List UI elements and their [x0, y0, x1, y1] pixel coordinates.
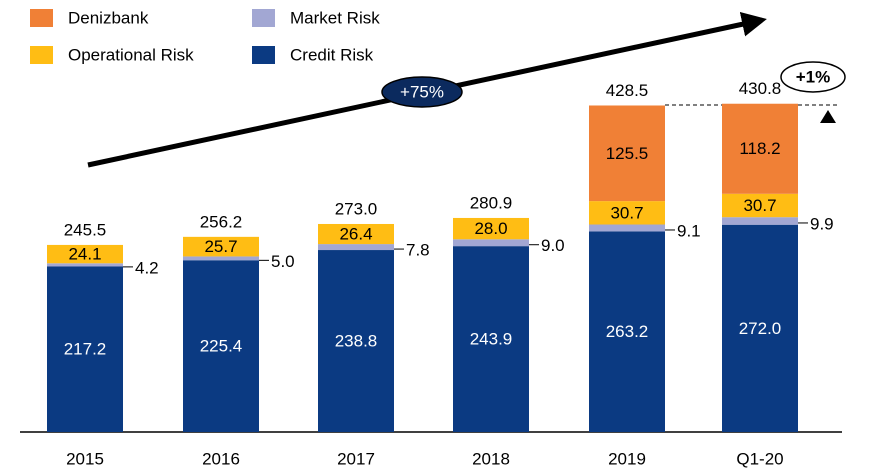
data-label: 5.0: [271, 252, 295, 271]
data-label: 9.0: [541, 236, 565, 255]
x-tick-label: 2017: [337, 449, 375, 468]
legend-swatch: [30, 46, 53, 64]
data-label: 30.7: [610, 203, 643, 222]
legend-label: Credit Risk: [290, 45, 374, 64]
data-label: 28.0: [474, 219, 507, 238]
bar-segment: [589, 224, 665, 232]
annotation: +75%: [400, 82, 444, 101]
annotation-bubble: [381, 76, 463, 108]
bar-segment: [453, 246, 529, 432]
bar-segment: [589, 105, 665, 202]
data-label: 24.1: [68, 245, 101, 264]
bar-segment: [722, 224, 798, 432]
legend-swatch: [252, 46, 275, 64]
data-label: 217.2: [64, 340, 107, 359]
data-label: 7.8: [406, 241, 430, 260]
data-label: 25.7: [204, 237, 237, 256]
data-label: 225.4: [200, 337, 243, 356]
x-tick-label: 2016: [202, 449, 240, 468]
legend-label: Operational Risk: [68, 45, 194, 64]
bar-segment: [722, 103, 798, 194]
data-label: 272.0: [739, 319, 782, 338]
legend-swatch: [252, 9, 275, 27]
total-label: 245.5: [64, 220, 107, 239]
bar-segment: [453, 239, 529, 247]
legend-label: Market Risk: [290, 8, 380, 27]
bar-segment: [183, 256, 259, 261]
data-label: 118.2: [739, 139, 780, 158]
bar-segment: [589, 201, 665, 225]
bar-segment: [183, 236, 259, 257]
data-label: 125.5: [606, 144, 649, 163]
legend-swatch: [30, 9, 53, 27]
bar-segment: [318, 244, 394, 251]
annotation: +1%: [796, 67, 831, 86]
data-label: 243.9: [470, 330, 513, 349]
total-label: 256.2: [200, 212, 243, 231]
total-label: 430.8: [739, 79, 782, 98]
bar-segment: [183, 260, 259, 432]
bar-segment: [318, 223, 394, 245]
x-tick-label: 2018: [472, 449, 510, 468]
x-tick-label: 2019: [608, 449, 646, 468]
data-label: 30.7: [743, 196, 776, 215]
x-tick-label: 2015: [66, 449, 104, 468]
data-label: 9.9: [810, 214, 834, 233]
x-tick-label: Q1-20: [736, 449, 783, 468]
annotation-bubble: [780, 61, 846, 93]
bar-segment: [453, 217, 529, 240]
bar-segment: [318, 250, 394, 432]
total-label: 428.5: [606, 81, 649, 100]
bar-segment: [47, 244, 123, 264]
bar-segment: [722, 217, 798, 225]
bar-segment: [722, 193, 798, 218]
legend-label: Denizbank: [68, 8, 149, 27]
data-label: 238.8: [335, 332, 378, 351]
up-marker: [820, 110, 836, 123]
total-label: 273.0: [335, 199, 378, 218]
total-label: 280.9: [470, 193, 513, 212]
data-label: 4.2: [135, 258, 159, 277]
bar-segment: [47, 266, 123, 432]
data-label: 9.1: [677, 221, 701, 240]
bar-segment: [47, 263, 123, 267]
data-label: 26.4: [339, 225, 372, 244]
bar-segment: [589, 231, 665, 432]
data-label: 263.2: [606, 322, 649, 341]
